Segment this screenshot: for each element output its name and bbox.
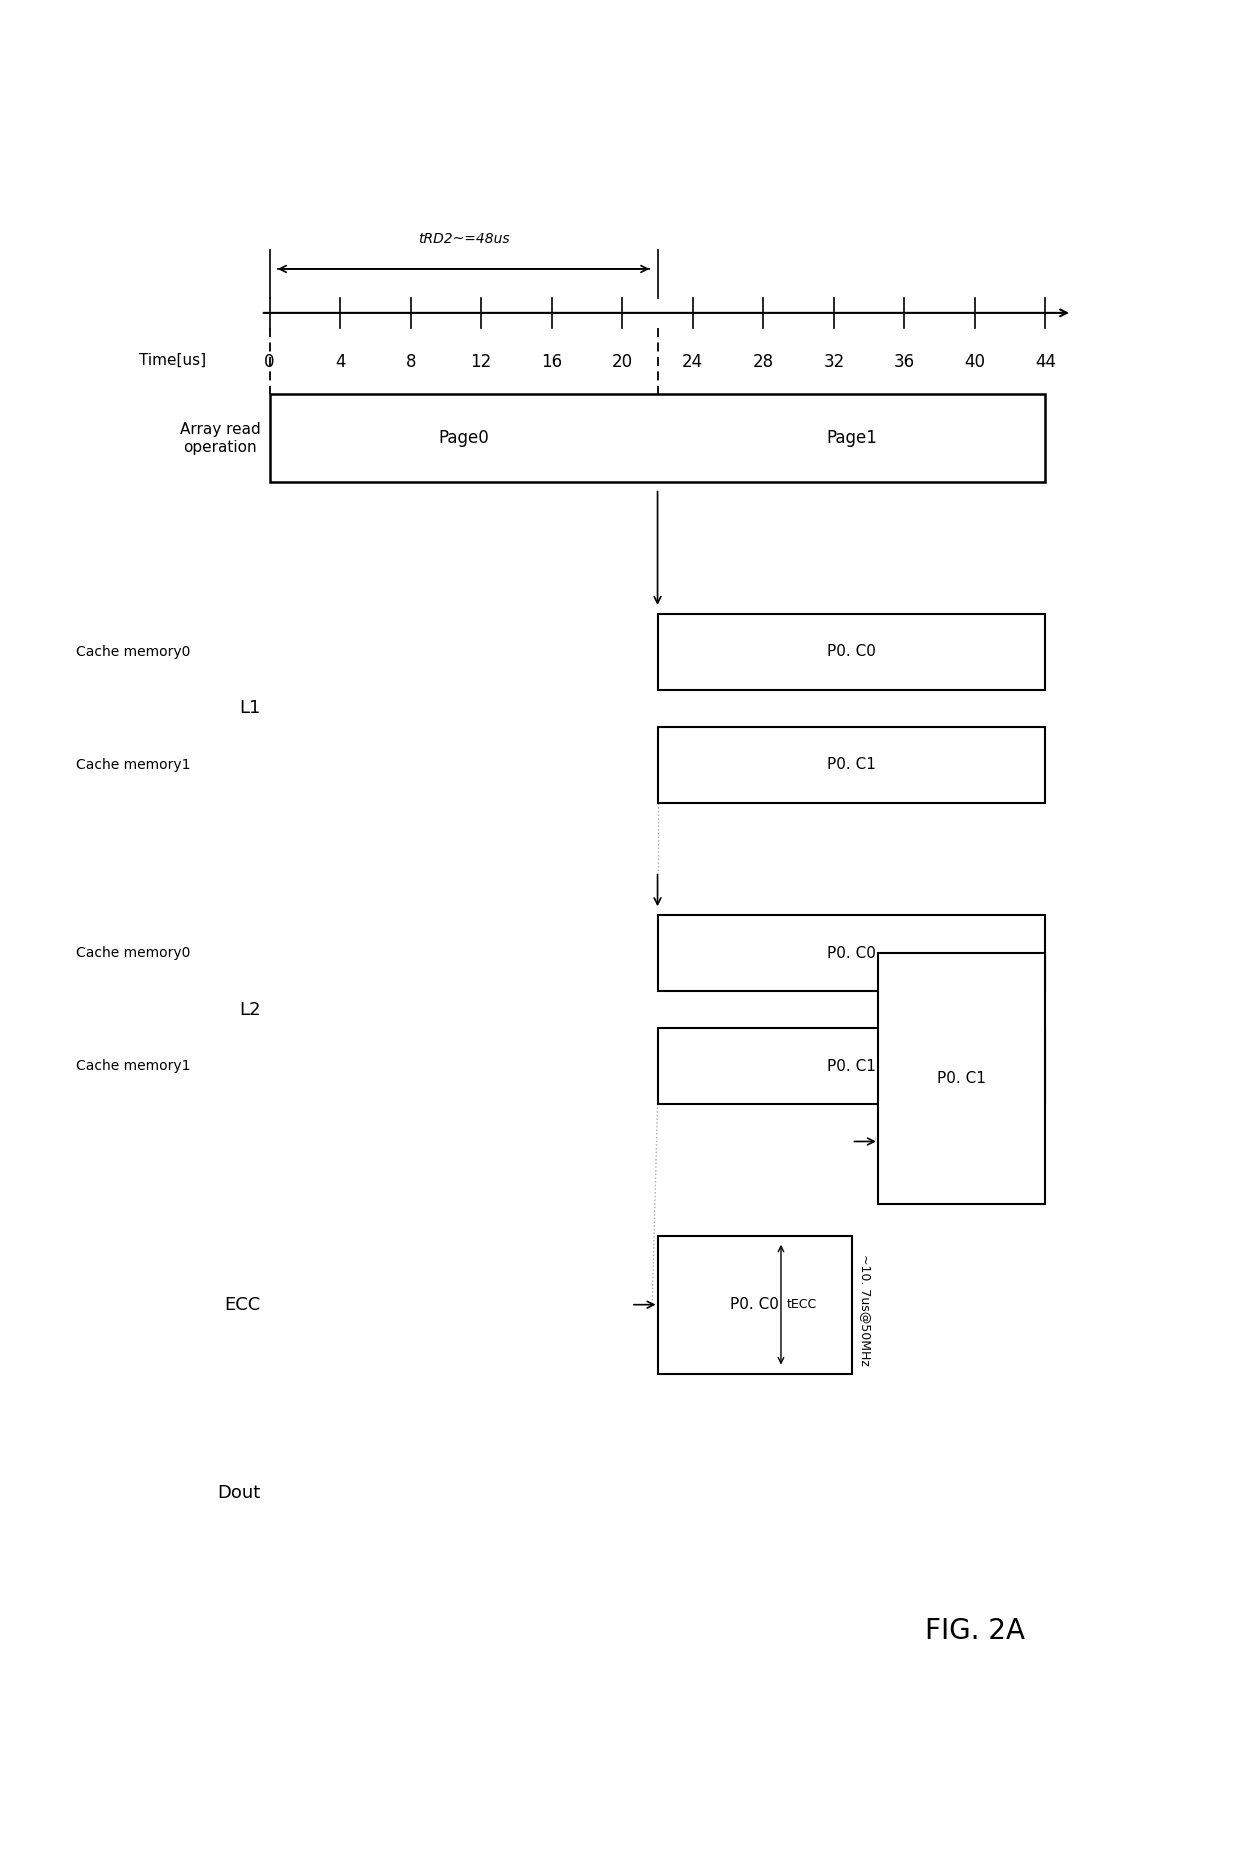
Bar (657, 615, 1045, 690)
Bar (657, 915, 1045, 990)
Text: 36: 36 (894, 352, 915, 371)
Text: P0. C0: P0. C0 (827, 645, 875, 660)
Text: 32: 32 (823, 352, 844, 371)
Text: P0. C1: P0. C1 (827, 758, 875, 772)
Bar (657, 1236, 852, 1374)
Text: Array read
operation: Array read operation (180, 422, 260, 454)
Bar (878, 952, 1045, 1204)
Text: 8: 8 (405, 352, 415, 371)
Text: P0. C0: P0. C0 (730, 1298, 779, 1312)
Text: 28: 28 (753, 352, 774, 371)
Text: Cache memory0: Cache memory0 (76, 645, 190, 658)
Text: 24: 24 (682, 352, 703, 371)
Text: tRD2~=48us: tRD2~=48us (418, 232, 510, 246)
Text: 12: 12 (471, 352, 492, 371)
Text: P0. C1: P0. C1 (827, 1059, 875, 1074)
Bar (657, 728, 1045, 802)
Text: FIG. 2A: FIG. 2A (925, 1616, 1025, 1644)
Text: Page1: Page1 (826, 429, 877, 448)
Bar (269, 394, 1045, 482)
Text: 20: 20 (611, 352, 632, 371)
Text: 16: 16 (541, 352, 562, 371)
Text: Cache memory1: Cache memory1 (76, 758, 190, 772)
Text: Cache memory0: Cache memory0 (76, 947, 190, 960)
Text: ~10. 7us@50MHz: ~10. 7us@50MHz (858, 1254, 872, 1367)
Text: 0: 0 (264, 352, 275, 371)
Text: L1: L1 (239, 699, 260, 718)
Text: 44: 44 (1035, 352, 1056, 371)
Text: P0. C1: P0. C1 (937, 1071, 986, 1086)
Text: 4: 4 (335, 352, 346, 371)
Text: Cache memory1: Cache memory1 (76, 1059, 190, 1072)
Bar (657, 1029, 1045, 1104)
Text: 40: 40 (965, 352, 986, 371)
Text: ECC: ECC (224, 1296, 260, 1314)
Text: P0. C0: P0. C0 (827, 945, 875, 960)
Text: Time[us]: Time[us] (139, 352, 206, 368)
Text: L2: L2 (239, 1001, 260, 1018)
Text: Dout: Dout (217, 1483, 260, 1502)
Text: tECC: tECC (786, 1298, 816, 1311)
Text: Page0: Page0 (438, 429, 489, 448)
